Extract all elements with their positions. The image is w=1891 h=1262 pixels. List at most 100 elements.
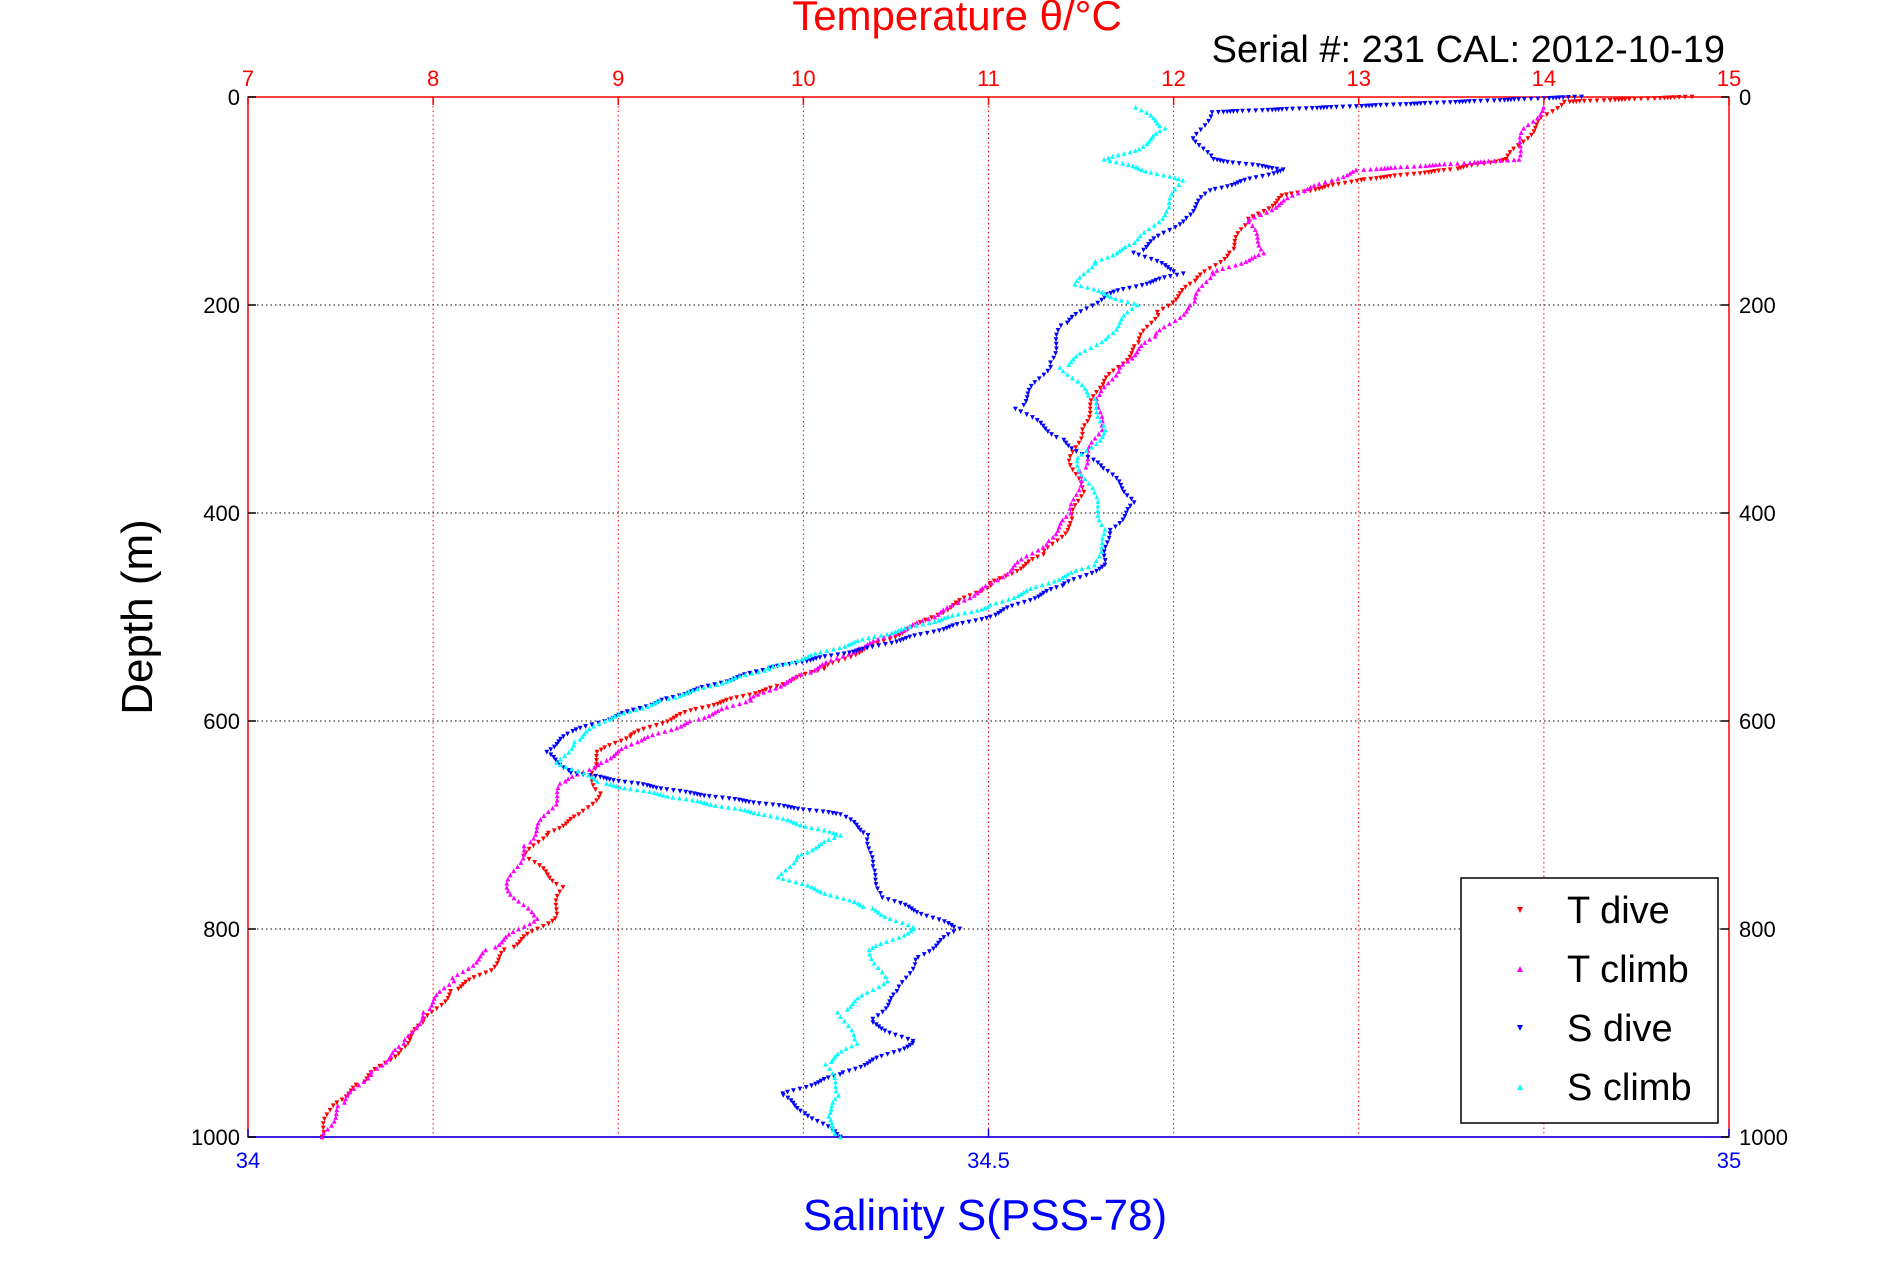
- data-point: [1119, 246, 1125, 252]
- data-point: [1114, 326, 1119, 332]
- data-point: [1116, 479, 1122, 485]
- data-point: [1018, 591, 1024, 597]
- data-point: [1095, 503, 1101, 509]
- data-point: [1041, 372, 1047, 378]
- data-point: [1411, 101, 1417, 107]
- data-point: [1108, 294, 1114, 300]
- data-point: [892, 629, 898, 634]
- data-point: [1594, 98, 1600, 104]
- data-point: [864, 841, 870, 847]
- data-point: [488, 968, 494, 973]
- data-point: [869, 644, 875, 650]
- data-point: [1261, 250, 1267, 256]
- data-point: [1515, 143, 1521, 148]
- data-point: [576, 812, 582, 817]
- data-point: [445, 995, 451, 1001]
- data-point: [763, 687, 769, 693]
- data-point: [859, 992, 865, 998]
- data-point: [957, 598, 962, 603]
- depth-tick-label-right: 1000: [1739, 1125, 1788, 1150]
- data-point: [433, 992, 439, 998]
- data-point: [1090, 485, 1095, 491]
- data-point: [583, 724, 588, 729]
- data-point: [987, 602, 993, 608]
- data-point: [654, 699, 660, 705]
- data-point: [1035, 554, 1040, 560]
- data-point: [973, 618, 979, 624]
- data-point: [1038, 420, 1044, 426]
- data-point: [1199, 283, 1205, 288]
- data-point: [1404, 172, 1410, 178]
- data-point: [1004, 605, 1010, 611]
- data-point: [1171, 269, 1177, 275]
- data-point: [612, 713, 618, 719]
- data-point: [883, 974, 888, 979]
- data-point: [677, 711, 683, 717]
- data-point: [1162, 125, 1168, 131]
- data-point: [870, 1020, 876, 1025]
- data-point: [875, 886, 881, 892]
- data-point: [1146, 226, 1152, 232]
- data-point: [701, 793, 707, 799]
- data-point: [1353, 104, 1359, 109]
- data-point: [1035, 547, 1041, 553]
- data-point: [791, 820, 797, 825]
- data-point: [1151, 222, 1157, 228]
- data-point: [1170, 300, 1176, 306]
- data-point: [945, 932, 951, 938]
- data-point: [1252, 214, 1257, 220]
- data-point: [476, 956, 482, 962]
- data-point: [635, 739, 640, 745]
- data-point: [1243, 259, 1249, 265]
- data-point: [553, 902, 559, 908]
- data-point: [526, 846, 532, 852]
- data-point: [1099, 564, 1105, 570]
- data-point: [1467, 99, 1472, 104]
- data-point: [320, 1125, 326, 1131]
- data-point: [1430, 162, 1436, 168]
- data-point: [949, 602, 955, 608]
- data-point: [935, 612, 941, 617]
- data-point: [682, 710, 688, 715]
- data-point: [1246, 217, 1252, 222]
- data-point: [1161, 230, 1167, 236]
- data-point: [1318, 105, 1324, 111]
- data-point: [1079, 494, 1084, 500]
- data-point: [470, 963, 476, 968]
- data-point: [420, 1013, 426, 1019]
- data-point: [847, 897, 852, 903]
- data-point: [1151, 115, 1156, 121]
- data-point: [908, 928, 914, 934]
- data-point: [827, 1066, 832, 1072]
- data-point: [1176, 176, 1181, 182]
- data-point: [668, 727, 674, 733]
- data-point: [887, 632, 893, 638]
- data-point: [1055, 538, 1060, 544]
- data-point: [662, 729, 668, 734]
- data-point: [342, 1099, 347, 1105]
- data-point: [501, 947, 507, 953]
- data-point: [1094, 494, 1100, 500]
- data-point: [556, 739, 561, 745]
- data-point: [873, 877, 878, 883]
- data-point: [879, 969, 885, 975]
- data-point: [1012, 562, 1018, 568]
- data-point: [892, 1032, 898, 1038]
- data-point: [701, 685, 707, 690]
- data-point: [1053, 341, 1059, 347]
- data-point: [855, 900, 861, 906]
- data-point: [768, 813, 774, 819]
- data-point: [1689, 94, 1695, 100]
- data-point: [408, 1034, 414, 1039]
- data-point: [751, 693, 756, 699]
- data-point: [812, 886, 818, 891]
- data-point: [756, 801, 762, 806]
- data-point: [1077, 575, 1083, 580]
- data-point: [829, 1120, 835, 1126]
- data-point: [1061, 437, 1067, 443]
- data-point: [686, 689, 692, 695]
- data-point: [1033, 584, 1039, 590]
- data-point: [864, 642, 870, 647]
- data-point: [683, 796, 689, 802]
- data-point: [878, 890, 883, 896]
